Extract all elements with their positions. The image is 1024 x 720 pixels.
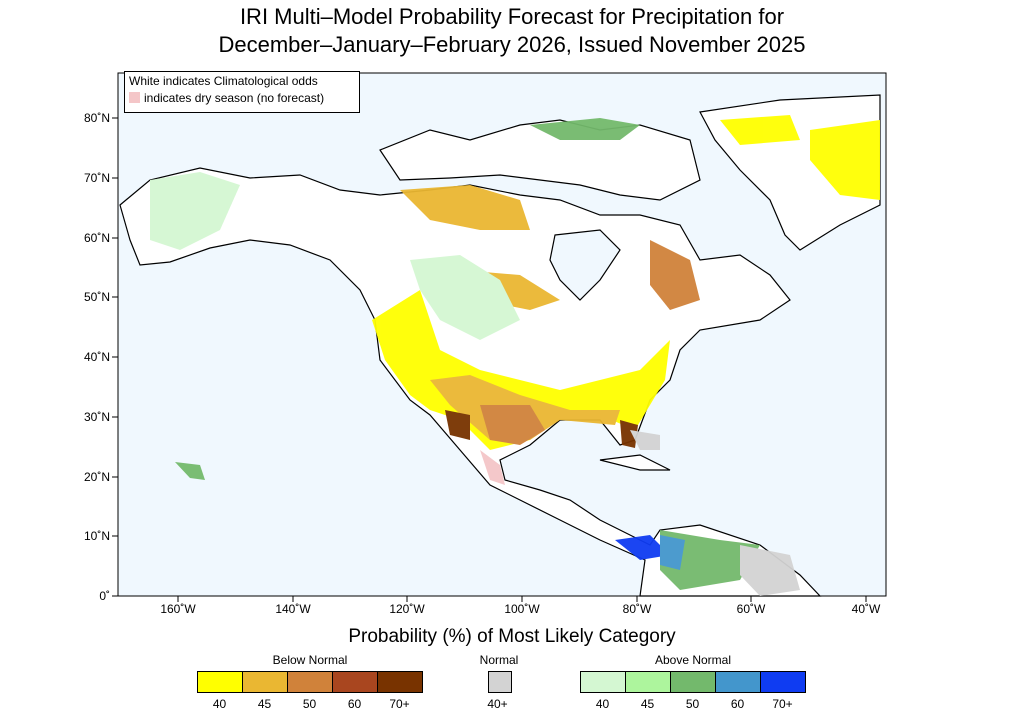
swatch [716,672,761,692]
lat-label: 30˚N [83,410,110,424]
lat-label: 50˚N [83,290,110,304]
swatch [333,672,378,692]
hudson-bay [549,229,621,301]
below-normal-50-texas [480,405,545,445]
above-normal-south-america [660,530,760,590]
tick: 40 [595,697,610,711]
swatch [243,672,288,692]
tick: 45 [640,697,655,711]
lon-label: 140˚W [275,602,311,616]
above-normal-alaska [150,172,240,250]
tick: 70+ [772,697,793,711]
dry-season-swatch [129,92,140,103]
above-normal-panama [615,535,670,560]
normal-colorbar [488,671,512,693]
lon-label: 120˚W [389,602,425,616]
tick: 60 [347,697,362,711]
lat-label: 70˚N [83,171,110,185]
tick: 45 [257,697,272,711]
normal-venezuela [630,430,800,596]
above-normal-arctic [530,118,640,140]
swatch [626,672,671,692]
swatch [378,672,422,692]
tick: 60 [730,697,745,711]
legend-below-normal: Below Normal 40 45 50 60 70+ [197,653,423,711]
below-normal-greenland [720,115,880,200]
map-title-line-1: IRI Multi–Model Probability Forecast for… [239,4,785,29]
lon-label: 80˚W [622,602,652,616]
legend-above-label: Above Normal [654,653,732,667]
dry-season-note: indicates dry season (no forecast) [144,91,325,105]
below-normal-quebec [650,240,700,310]
lat-label: 40˚N [83,350,110,364]
swatch [288,672,333,692]
legend-normal-label: Normal [479,653,519,667]
lon-label: 40˚W [851,602,881,616]
tick: 50 [685,697,700,711]
lon-label: 160˚W [160,602,196,616]
tick: 70+ [389,697,410,711]
above-normal-plains [410,255,520,340]
legend-title: Probability (%) of Most Likely Category [348,626,676,647]
lat-label: 10˚N [83,529,110,543]
lat-label: 0˚ [99,589,110,603]
swatch [761,672,805,692]
below-colorbar [197,671,423,693]
lon-label: 100˚W [504,602,540,616]
legend-above-normal: Above Normal 40 45 50 60 70+ [580,653,806,711]
lat-label: 80˚N [83,111,110,125]
swatch [671,672,716,692]
lat-label: 20˚N [83,470,110,484]
lon-label: 60˚W [736,602,766,616]
swatch [198,672,243,692]
tick: 40+ [487,697,508,711]
swatch [489,672,511,692]
tick: 40 [212,697,227,711]
legend-info-box: White indicates Climatological odds indi… [124,71,360,113]
tick: 50 [302,697,317,711]
legend-below-label: Below Normal [272,653,348,667]
map-title-line-2: December–January–February 2026, Issued N… [218,32,806,57]
swatch [581,672,626,692]
lat-ticks [112,117,867,602]
forecast-shading [150,115,880,596]
above-colorbar [580,671,806,693]
above-normal-hawaii [175,462,205,480]
below-normal-canada [400,185,560,310]
dry-season-mexico [480,450,505,485]
above-normal-colombia [660,535,685,570]
legend-normal: Normal 40+ [478,653,520,711]
lat-label: 60˚N [83,231,110,245]
climatological-odds-note: White indicates Climatological odds [129,74,318,88]
cuba [599,454,671,471]
